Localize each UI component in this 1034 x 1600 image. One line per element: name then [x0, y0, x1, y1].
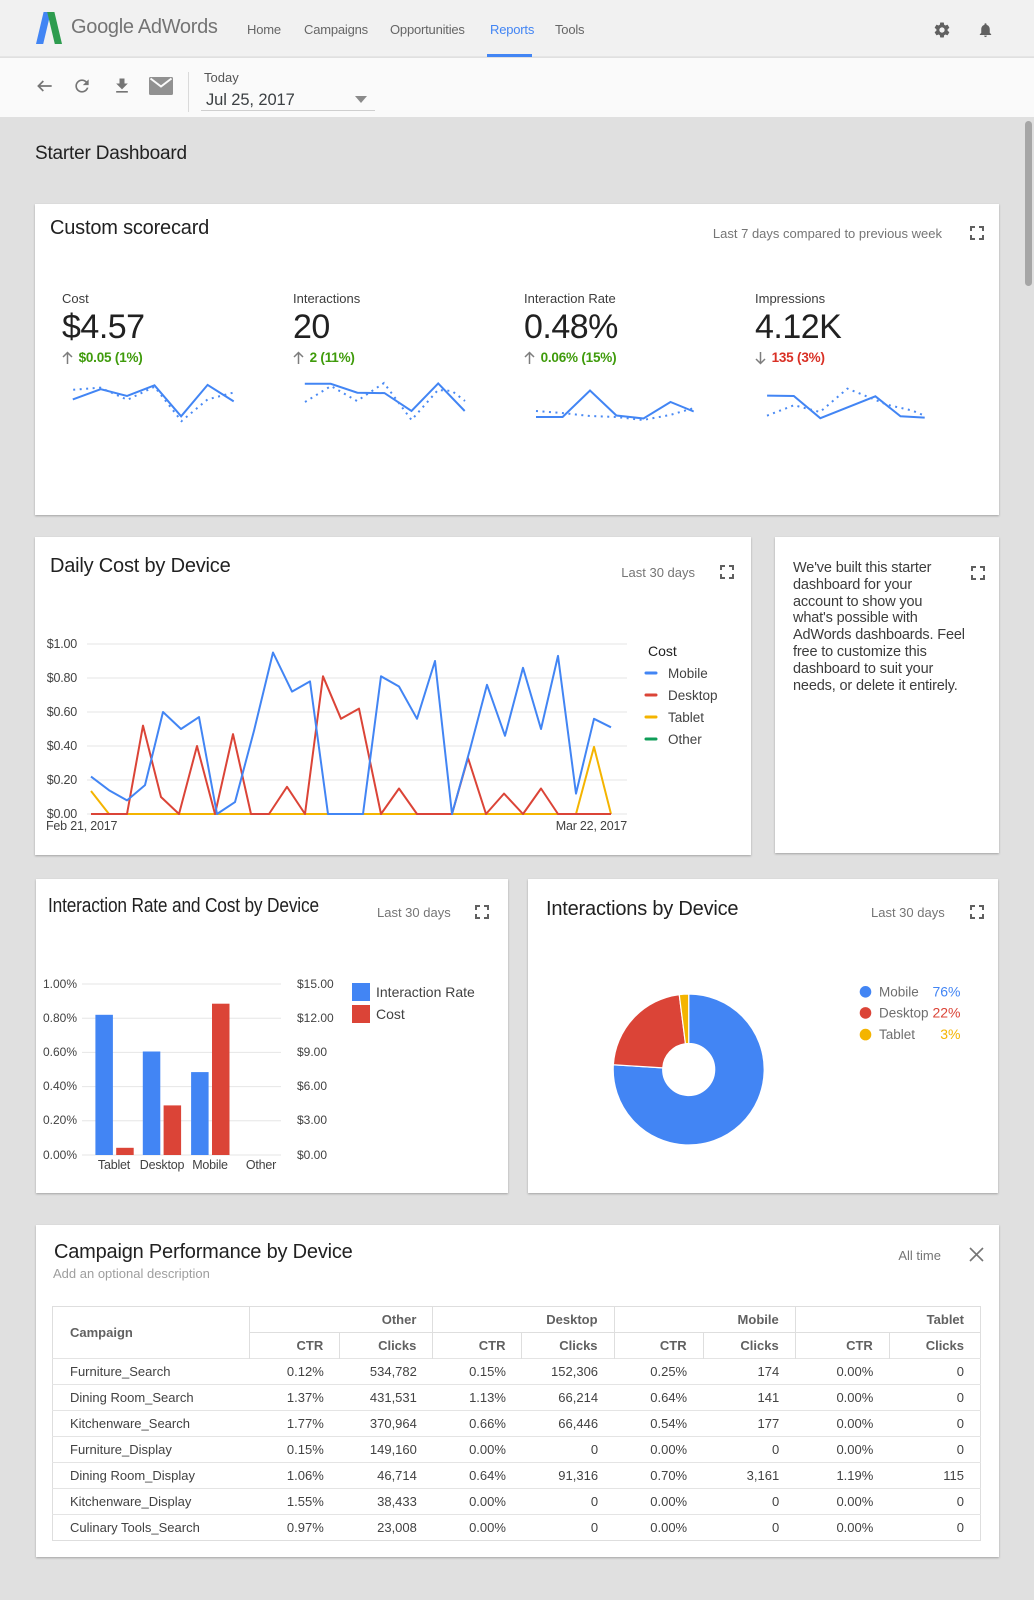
svg-text:1.00%: 1.00% — [43, 977, 77, 991]
svg-text:0.80%: 0.80% — [43, 1011, 77, 1025]
svg-text:$0.40: $0.40 — [47, 739, 78, 753]
svg-text:Desktop: Desktop — [668, 688, 718, 703]
svg-text:Desktop: Desktop — [140, 1158, 185, 1172]
svg-text:Cost: Cost — [376, 1006, 405, 1022]
svg-text:$6.00: $6.00 — [297, 1079, 327, 1093]
svg-text:Cost: Cost — [648, 643, 677, 659]
svg-text:0.60%: 0.60% — [43, 1045, 77, 1059]
svg-text:$15.00: $15.00 — [297, 977, 334, 991]
svg-text:Tablet: Tablet — [879, 1027, 915, 1042]
svg-text:Tablet: Tablet — [668, 710, 704, 725]
svg-text:$0.60: $0.60 — [47, 705, 78, 719]
svg-text:76%: 76% — [932, 983, 960, 999]
svg-text:22%: 22% — [932, 1004, 960, 1020]
svg-text:$9.00: $9.00 — [297, 1045, 327, 1059]
svg-text:$0.00: $0.00 — [297, 1148, 327, 1162]
svg-text:Other: Other — [668, 732, 702, 747]
svg-text:Mobile: Mobile — [668, 666, 708, 681]
svg-text:Feb 21, 2017: Feb 21, 2017 — [46, 819, 118, 833]
svg-text:Mobile: Mobile — [192, 1158, 228, 1172]
svg-text:$3.00: $3.00 — [297, 1113, 327, 1127]
svg-text:$0.00: $0.00 — [47, 807, 78, 821]
svg-text:Mobile: Mobile — [879, 984, 919, 999]
svg-text:Interaction Rate: Interaction Rate — [376, 984, 475, 1000]
svg-text:$0.80: $0.80 — [47, 671, 78, 685]
svg-text:0.00%: 0.00% — [43, 1148, 77, 1162]
svg-text:3%: 3% — [940, 1026, 960, 1042]
svg-text:Mar 22, 2017: Mar 22, 2017 — [556, 819, 628, 833]
svg-text:$0.20: $0.20 — [47, 773, 78, 787]
svg-text:0.20%: 0.20% — [43, 1113, 77, 1127]
svg-text:$12.00: $12.00 — [297, 1011, 334, 1025]
svg-text:Desktop: Desktop — [879, 1005, 929, 1020]
svg-text:Tablet: Tablet — [98, 1158, 131, 1172]
svg-text:Other: Other — [246, 1158, 276, 1172]
svg-text:$1.00: $1.00 — [47, 637, 78, 651]
svg-text:0.40%: 0.40% — [43, 1079, 77, 1093]
